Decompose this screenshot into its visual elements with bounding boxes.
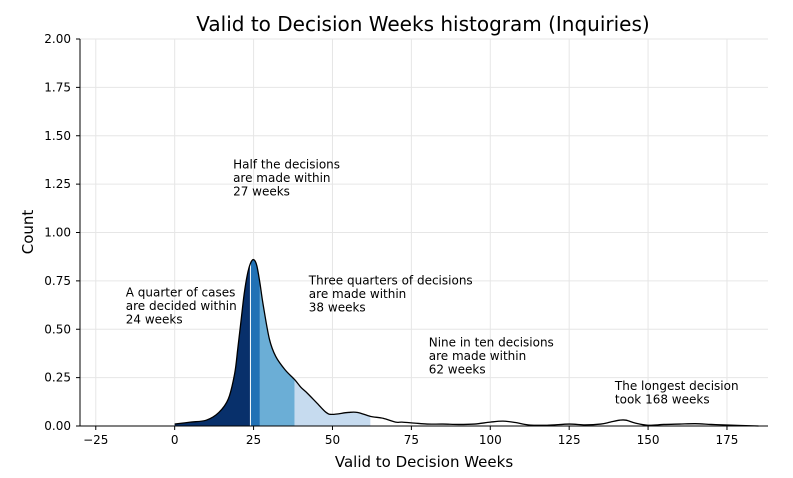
x-tick-label: 50 (325, 433, 340, 447)
annotation-line: Half the decisions (233, 158, 340, 172)
y-tick-label: 2.00 (44, 32, 71, 46)
y-tick-label: 0.75 (44, 274, 71, 288)
quantile-band (174, 263, 251, 426)
annotation-line: are made within (309, 287, 406, 301)
chart-title: Valid to Decision Weeks histogram (Inqui… (196, 12, 649, 36)
annotation-line: A quarter of cases (126, 285, 236, 299)
x-tick-label: 0 (171, 433, 179, 447)
x-tick-label: −25 (83, 433, 108, 447)
annotation-line: 62 weeks (429, 363, 486, 377)
y-tick-label: 0.00 (44, 419, 71, 433)
quantile-band (250, 259, 260, 426)
y-tick-label: 1.00 (44, 226, 71, 240)
x-tick-label: 75 (404, 433, 419, 447)
x-axis-title: Valid to Decision Weeks (335, 453, 513, 471)
density-curve-group (174, 258, 759, 427)
quantile-band (294, 379, 371, 426)
y-ticks: 0.00 0.25 0.50 0.75 1.00 1.25 1.50 1.75 2.00 (44, 32, 80, 433)
x-tick-label: 150 (637, 433, 660, 447)
x-ticks: −25 0 25 50 75 100 125 150 175 (83, 426, 738, 447)
y-axis-title: Count (19, 210, 37, 255)
y-tick-label: 0.50 (44, 322, 71, 336)
annotation-line: 38 weeks (309, 301, 366, 315)
grid (80, 38, 768, 427)
x-tick-label: 125 (558, 433, 581, 447)
annotation-line: 27 weeks (233, 185, 290, 199)
y-tick-label: 1.75 (44, 80, 71, 94)
quantile-band (259, 282, 295, 426)
x-tick-label: 100 (479, 433, 502, 447)
y-tick-label: 1.25 (44, 177, 71, 191)
annotation-line: are decided within (126, 299, 237, 313)
quantile-bands (174, 259, 371, 426)
x-tick-label: 25 (246, 433, 261, 447)
annotation-line: The longest decision (614, 379, 739, 393)
annotation-line: Nine in ten decisions (429, 336, 554, 350)
annotation-line: took 168 weeks (615, 393, 710, 407)
x-tick-label: 175 (716, 433, 739, 447)
annotation-line: are made within (233, 171, 330, 185)
annotation-line: are made within (429, 349, 526, 363)
annotation-line: 24 weeks (126, 312, 183, 326)
y-tick-label: 1.50 (44, 129, 71, 143)
y-tick-label: 0.25 (44, 371, 71, 385)
annotation-line: Three quarters of decisions (308, 274, 473, 288)
density-curve (174, 258, 759, 427)
